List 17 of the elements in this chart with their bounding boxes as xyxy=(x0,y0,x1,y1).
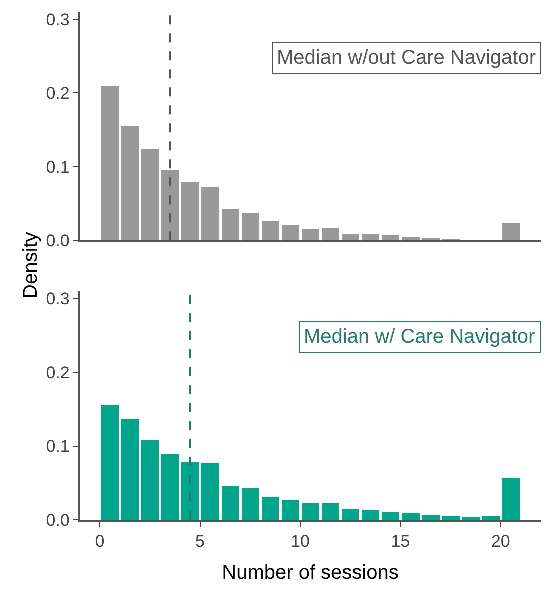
x-tick-label: 0 xyxy=(95,532,105,552)
ref-line-label: Median w/ Care Navigator xyxy=(304,326,536,348)
x-tick-label: 20 xyxy=(491,532,510,552)
y-tick-label: 0.1 xyxy=(46,437,70,456)
ref-line-label: Median w/out Care Navigator xyxy=(277,47,536,69)
y-tick-label: 0.2 xyxy=(46,363,70,382)
x-axis-title: Number of sessions xyxy=(222,562,399,584)
y-axis-title: Density xyxy=(20,232,42,299)
y-tick-label: 0.0 xyxy=(46,510,70,530)
y-tick-label: 0.2 xyxy=(46,84,70,104)
y-tick-label: 0.3 xyxy=(46,290,70,309)
x-tick-label: 5 xyxy=(196,532,205,552)
y-tick-label: 0.3 xyxy=(46,10,70,30)
x-tick-label: 10 xyxy=(291,532,310,552)
x-tick-label: 15 xyxy=(391,532,410,552)
y-tick-label: 0.0 xyxy=(46,232,70,251)
y-tick-label: 0.1 xyxy=(46,158,70,177)
